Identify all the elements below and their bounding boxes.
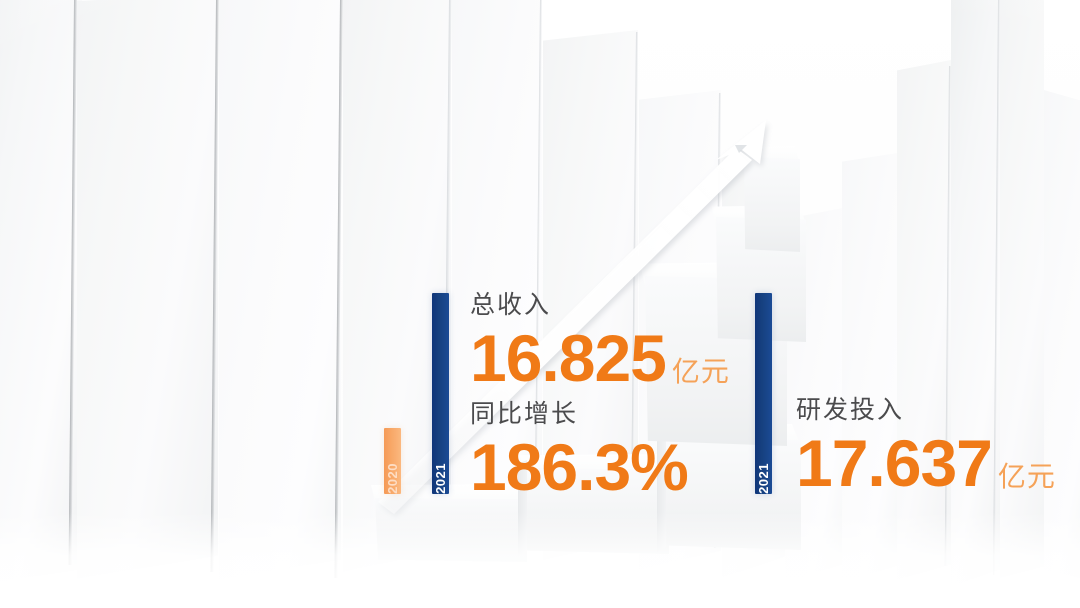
bg-bar-r2 xyxy=(897,60,951,580)
stat-yoy-growth-value: 186.3% xyxy=(470,430,689,504)
bar-2021-right[interactable]: 2021 xyxy=(755,293,772,494)
bar-2020-label: 2020 xyxy=(385,463,400,494)
stat-total-revenue-value: 16.825 xyxy=(470,321,667,395)
stat-rd-investment: 研发投入 17.637 亿元 xyxy=(796,396,1056,500)
bar-2021-left-label: 2021 xyxy=(433,463,448,494)
stat-yoy-growth-valuerow: 186.3% xyxy=(470,430,694,504)
stair-step-6-front xyxy=(744,157,800,252)
stat-rd-investment-label: 研发投入 xyxy=(796,396,905,424)
stat-total-revenue-label: 总收入 xyxy=(470,291,552,319)
stat-rd-investment-valuerow: 17.637 亿元 xyxy=(796,426,1056,500)
bar-2020[interactable]: 2020 xyxy=(384,428,401,494)
bg-bar-r1 xyxy=(842,153,897,583)
stat-rd-investment-value: 17.637 xyxy=(796,426,993,500)
bar-2021-left[interactable]: 2021 xyxy=(432,293,449,494)
stat-yoy-growth: 同比增长 186.3% xyxy=(470,400,694,504)
stat-yoy-growth-label: 同比增长 xyxy=(470,400,579,428)
bg-bar-r5 xyxy=(1044,90,1080,580)
stat-total-revenue: 总收入 16.825 亿元 xyxy=(470,291,730,395)
bg-bar-r4 xyxy=(1000,0,1044,579)
stat-total-revenue-valuerow: 16.825 亿元 xyxy=(470,321,730,395)
stair-step-1-front xyxy=(375,498,527,562)
stat-rd-investment-unit: 亿元 xyxy=(997,461,1056,492)
stat-total-revenue-unit: 亿元 xyxy=(671,356,730,387)
bg-panel-2 xyxy=(77,0,218,579)
bar-2021-right-label: 2021 xyxy=(756,463,771,494)
bg-panel-3 xyxy=(219,0,341,580)
